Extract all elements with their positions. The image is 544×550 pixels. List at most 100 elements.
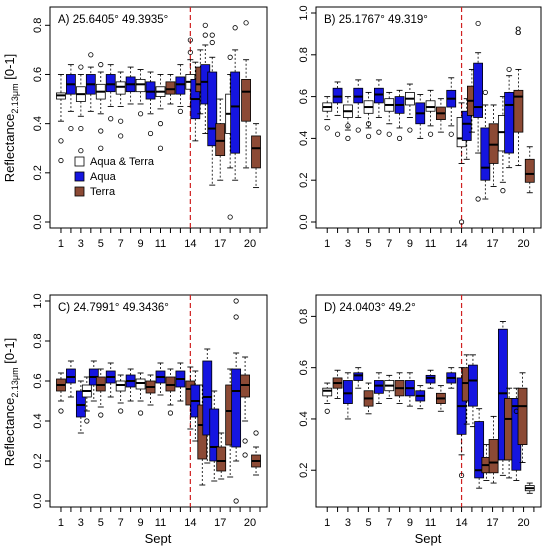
outlier-point <box>137 410 144 416</box>
box-aqua <box>155 362 166 396</box>
panel-extra-label: 8 <box>515 26 521 38</box>
box-terra <box>251 123 261 189</box>
box-aqua <box>105 362 116 398</box>
box-aqua-terra <box>56 74 66 164</box>
box-aqua <box>353 79 364 133</box>
box-aqua <box>342 372 353 420</box>
box-body <box>165 81 176 95</box>
box-terra <box>215 98 226 181</box>
box-body <box>497 328 508 461</box>
x-tick-label: 14 <box>455 517 467 529</box>
outlier-point <box>243 20 249 26</box>
box-terra <box>513 68 524 167</box>
x-tick-label: 14 <box>184 517 196 529</box>
box-terra <box>165 74 176 105</box>
y-tick-label: 0.2 <box>298 173 310 188</box>
box-aqua <box>373 79 384 135</box>
outlier-point <box>78 125 84 132</box>
box-aqua <box>75 380 86 434</box>
plot-frame <box>49 294 268 508</box>
box-aqua <box>425 369 436 389</box>
box-body <box>488 123 499 164</box>
box-aqua <box>504 66 515 169</box>
box-body <box>425 100 436 112</box>
box-terra <box>332 369 343 399</box>
x-tick-label: 17 <box>486 517 498 529</box>
outlier-point <box>187 37 193 43</box>
outlier-point <box>396 135 403 141</box>
box-terra <box>524 146 535 194</box>
outlier-point <box>118 133 124 139</box>
box-aqua <box>415 385 426 410</box>
y-tick-label: 0.6 <box>32 67 44 82</box>
outlier-point <box>209 39 215 46</box>
outlier-point <box>88 52 94 58</box>
box-aqua <box>66 64 76 132</box>
outlier-point <box>98 145 104 151</box>
legend-swatch <box>74 171 85 182</box>
outlier-point <box>427 131 434 137</box>
x-tick-label: 20 <box>244 517 256 529</box>
box-aqua <box>415 94 426 139</box>
outlier-point <box>58 138 64 144</box>
panel-title: D) 24.0403° 49.2° <box>324 302 416 314</box>
y-tick-label: 0.6 <box>32 373 44 388</box>
box-aqua <box>497 321 508 476</box>
box-aqua <box>461 98 472 160</box>
box-body <box>215 123 226 157</box>
legend-label: Terra <box>90 186 116 198</box>
x-tick-label: 7 <box>118 517 124 529</box>
x-tick-label: 3 <box>78 238 84 250</box>
y-tick-label: 0.0 <box>32 214 44 229</box>
box-body <box>353 372 364 381</box>
box-aqua <box>373 372 384 405</box>
x-tick-label: 17 <box>214 238 226 250</box>
outlier-point <box>386 131 392 137</box>
box-aqua <box>202 348 213 464</box>
box-aqua-terra <box>404 83 415 133</box>
panel-title: C) 24.7991° 49.3436° <box>58 302 169 314</box>
outlier-point <box>147 130 154 137</box>
box-body <box>241 78 251 122</box>
box-aqua <box>85 52 96 112</box>
box-aqua-terra <box>75 64 86 154</box>
y-tick-label: 0.0 <box>32 493 44 508</box>
outlier-point <box>506 66 512 73</box>
x-tick-label: 11 <box>155 517 166 529</box>
x-tick-label: 3 <box>78 517 84 529</box>
panel-title: B) 25.1767° 49.319° <box>324 14 428 26</box>
chart-panel-c: C) 24.7991° 49.3436° 0.0 0.2 0.4 0.6 0.8 1.0 1 3… <box>32 293 268 529</box>
box-terra <box>145 374 156 406</box>
box-terra <box>435 98 446 133</box>
chart-panel-b: B) 25.1767° 49.319° 8 0.0 0.2 0.4 0.6 0.8 1.0 1 3… <box>298 5 542 250</box>
box-terra <box>216 432 227 480</box>
y-tick-label: 0.6 <box>298 360 310 375</box>
outlier-point <box>407 127 413 133</box>
outlier-point <box>458 472 465 478</box>
y-tick-label: 0.2 <box>298 463 310 478</box>
outlier-point <box>157 121 164 127</box>
outlier-point <box>376 129 382 135</box>
outlier-point <box>202 22 208 28</box>
box-aqua <box>231 298 242 504</box>
box-aqua <box>175 64 186 114</box>
box-body <box>474 421 485 479</box>
outlier-point <box>232 25 238 31</box>
outlier-point <box>78 148 84 154</box>
outlier-point <box>118 118 124 124</box>
y-tick-label: 0.4 <box>298 131 310 146</box>
box-body <box>488 439 499 474</box>
box-terra <box>241 20 251 169</box>
outlier-point <box>345 123 351 129</box>
x-tick-label: 9 <box>407 238 413 250</box>
box-aqua <box>332 81 343 137</box>
box-body <box>175 76 186 95</box>
box-body <box>115 81 126 95</box>
x-tick-label: 20 <box>244 238 256 250</box>
box-body <box>322 387 333 397</box>
x-tick-label: 20 <box>517 238 529 250</box>
box-aqua <box>446 77 457 137</box>
box-aqua <box>66 360 76 398</box>
box-terra <box>517 372 528 463</box>
outlier-point <box>98 62 104 68</box>
